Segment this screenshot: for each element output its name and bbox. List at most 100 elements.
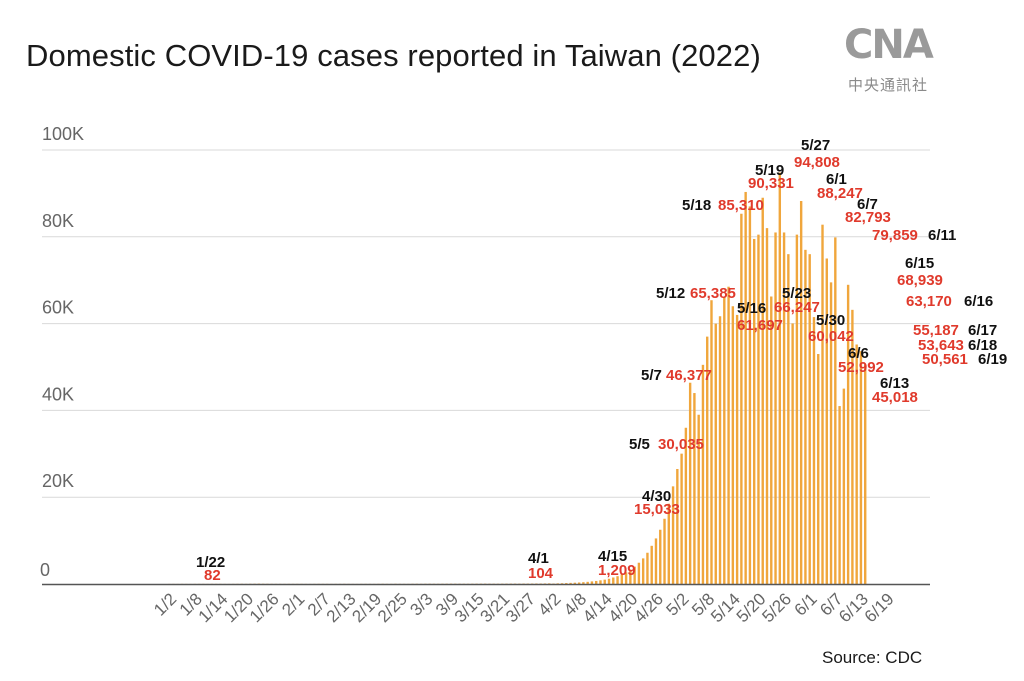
y-tick-label: 100K [42,124,84,144]
x-tick-label: 5/26 [758,589,795,626]
bar [701,364,705,584]
bar [556,583,559,584]
x-tick-label: 3/3 [406,589,436,619]
bar [714,323,717,584]
x-tick-label: 4/2 [534,589,564,619]
x-tick-label: 1/2 [150,589,180,619]
bar [676,468,679,584]
annotation-value-label: 15,033 [634,501,680,518]
annotation-date-label: 6/7 [857,196,878,213]
annotation-value-label: 94,808 [794,154,840,171]
bar [804,249,807,584]
bar [663,518,666,584]
bar [603,579,606,584]
bar [654,538,658,584]
bar [855,344,858,584]
annotation-value-label: 46,377 [666,367,712,384]
x-tick-label: 1/26 [246,589,283,626]
bar [770,296,773,584]
bar [752,238,756,584]
cna-logo-text: 中央通訊社 [848,76,929,94]
bar [727,286,730,584]
bar [650,545,653,584]
bar [565,583,568,584]
bar [612,577,615,584]
bar [607,578,611,584]
annotation-value-label: 79,859 [872,227,918,244]
bar [812,317,816,584]
bar [667,503,670,584]
bar [808,254,811,584]
annotation-value-label: 52,992 [838,359,884,376]
y-tick-label: 20K [42,471,74,491]
annotation-date-label: 5/18 [682,197,711,214]
annotation-date-label: 5/23 [782,285,811,302]
y-tick-label: 60K [42,298,74,318]
bar [548,583,551,584]
annotation-date-label: 5/12 [656,285,685,302]
bar [765,228,769,584]
x-tick-label: 4/26 [630,589,667,626]
x-tick-label: 6/1 [791,589,821,619]
x-tick-label: 3/27 [502,589,539,626]
annotation-date-label: 5/7 [641,367,662,384]
x-tick-label: 6/19 [861,589,898,626]
cna-logo: CNA 中央通訊社 [838,22,948,98]
bar [633,566,636,584]
bar [543,583,547,585]
bar [842,388,846,584]
bar [825,258,828,584]
bar [573,582,577,584]
bar [620,574,624,584]
bar [735,314,739,584]
annotation-date-label: 6/6 [848,345,869,362]
bar [829,282,833,584]
bar [680,453,683,584]
bar [774,232,777,584]
bar [586,581,589,584]
bar [582,582,585,584]
bar [834,237,837,584]
bar [791,323,794,584]
bar [740,213,743,584]
y-tick-label: 0 [40,560,50,580]
bar [731,306,735,584]
annotation-date-label: 6/19 [978,351,1007,368]
annotation-date-label: 4/1 [528,550,549,567]
bar [616,576,619,584]
annotation-value-label: 90,331 [748,175,794,192]
bar [782,232,786,584]
source-note: Source: CDC [822,648,923,667]
bar [723,296,726,584]
annotation-value-label: 63,170 [906,293,952,310]
bar [569,582,572,584]
bar [637,562,641,584]
annotation-value-label: 1,209 [598,562,636,579]
annotation-value-label: 82,793 [845,209,891,226]
bar [748,206,752,585]
y-tick-label: 80K [42,211,74,231]
bar [851,309,854,584]
bar [641,558,645,584]
annotation-date-label: 4/15 [598,548,627,565]
bar [761,197,764,585]
annotation-date-label: 6/11 [928,227,956,244]
bar [560,583,564,584]
bar [590,581,594,584]
annotation-value-label: 65,385 [690,285,736,302]
bar [846,284,850,584]
bar [787,254,790,584]
x-tick-label: 2/1 [278,589,308,619]
annotation-value-label: 104 [528,565,554,582]
bar [693,393,696,584]
annotation-date-label: 5/16 [737,300,766,317]
annotation-value-label: 45,018 [872,389,918,406]
x-tick-label: 2/25 [374,589,411,626]
bar [757,234,760,584]
bar [659,529,662,584]
annotation-value-label: 55,187 [913,322,959,339]
bar [718,316,722,584]
bar [646,552,649,584]
annotation-date-label: 6/13 [880,375,909,392]
bar [778,172,782,584]
